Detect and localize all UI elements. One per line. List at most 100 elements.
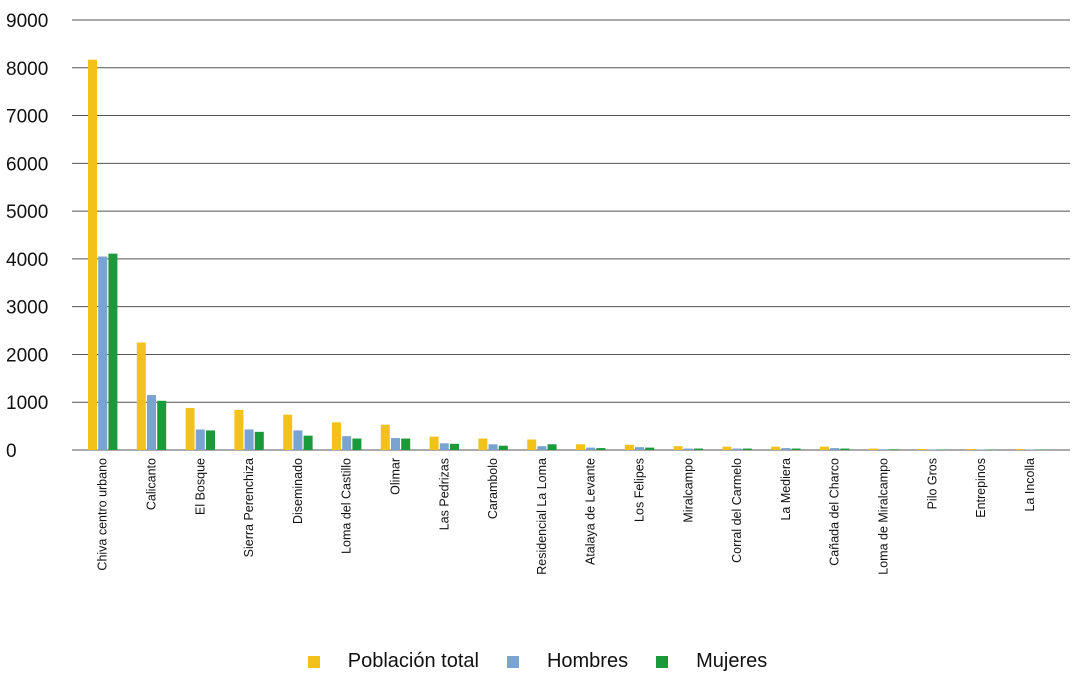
bar [136, 342, 146, 450]
x-tick-label: Cañada del Charco [828, 458, 842, 566]
bar [401, 438, 411, 450]
bar [732, 448, 742, 450]
bar [966, 449, 976, 450]
bar [283, 414, 293, 450]
bar [645, 447, 655, 450]
bar [303, 435, 313, 450]
legend: Población total Hombres Mujeres [0, 650, 1075, 673]
x-tick-label: Los Felipes [633, 458, 647, 522]
legend-label: Hombres [546, 650, 629, 672]
x-tick-label: La Mediera [779, 458, 793, 521]
bars [88, 59, 1045, 451]
bar [635, 447, 644, 450]
bar [450, 443, 459, 450]
y-tick-label: 8000 [6, 59, 48, 80]
x-tick-label: Chiva centro urbano [96, 458, 110, 571]
x-tick-label: Atalaya de Levante [584, 458, 598, 565]
bar [781, 448, 791, 450]
y-tick-label: 0 [6, 441, 17, 462]
bar [488, 444, 498, 450]
bar [244, 429, 254, 450]
bar [537, 446, 547, 450]
bar [98, 256, 108, 450]
y-tick-label: 4000 [6, 250, 48, 271]
bar [683, 448, 693, 450]
x-tick-label: Las Pedrizas [437, 458, 451, 530]
bar [791, 448, 801, 450]
bar [498, 445, 508, 450]
x-tick-label: Corral del Carmelo [730, 458, 744, 563]
bar [429, 436, 439, 450]
bar [293, 430, 303, 450]
y-tick-label: 7000 [6, 107, 48, 128]
y-tick-label: 9000 [6, 11, 48, 32]
y-tick-label: 3000 [6, 298, 48, 319]
bar [157, 400, 167, 450]
legend-label: Población total [347, 650, 479, 672]
grid-lines [72, 19, 1070, 451]
bar [917, 449, 927, 450]
bar [879, 449, 888, 450]
bar [108, 253, 118, 450]
bar [88, 59, 97, 451]
x-tick-label: Calicanto [145, 458, 159, 510]
x-tick-label: El Bosque [193, 458, 207, 515]
x-tick-label: La Incolla [1023, 458, 1037, 512]
bar [624, 444, 634, 450]
y-axis-ticks: 0 1000 2000 3000 4000 5000 6000 7000 8000 9000 [6, 11, 48, 462]
bar [254, 431, 264, 450]
bar [868, 448, 878, 450]
bar [147, 395, 156, 450]
bar [1015, 449, 1025, 450]
legend-swatch [506, 655, 519, 668]
legend-swatch [656, 655, 669, 668]
bar [391, 438, 400, 450]
x-tick-label: Residencial La Loma [535, 458, 549, 575]
bar [771, 446, 781, 450]
x-tick-label: Carambolo [486, 458, 500, 519]
bar [380, 424, 390, 450]
bar [527, 439, 537, 450]
x-axis-labels: Chiva centro urbano Calicanto El Bosque Sie… [96, 458, 1037, 575]
bar [342, 436, 352, 450]
y-tick-label: 1000 [6, 393, 48, 414]
bar [576, 444, 585, 450]
bar [830, 448, 840, 450]
bar [439, 443, 449, 450]
bar [742, 448, 752, 450]
bar [234, 409, 244, 450]
x-tick-label: Sierra Perenchiza [242, 458, 256, 557]
legend-label: Mujeres [696, 650, 768, 672]
bar [185, 407, 195, 450]
bar [722, 446, 732, 450]
bar [195, 429, 205, 450]
bar [352, 438, 362, 450]
legend-swatch [307, 655, 320, 668]
bar [547, 444, 557, 450]
y-tick-label: 6000 [6, 154, 48, 175]
y-tick-label: 5000 [6, 202, 48, 223]
legend-item: Mujeres [656, 650, 767, 673]
bar [586, 447, 596, 450]
bar [820, 446, 829, 450]
y-tick-label: 2000 [6, 345, 48, 366]
bar [889, 449, 899, 450]
x-tick-label: Entrepinos [974, 458, 988, 518]
bar [673, 446, 683, 450]
bar [478, 438, 488, 450]
x-tick-label: Miralcampo [681, 458, 695, 523]
legend-item: Población total [307, 650, 479, 673]
bar [596, 448, 606, 450]
x-tick-label: Loma de Miralcampo [877, 458, 891, 575]
x-tick-label: Olimar [389, 458, 403, 495]
bar [206, 430, 215, 450]
x-tick-label: Diseminado [291, 458, 305, 524]
x-tick-label: Pilo Gros [925, 458, 939, 509]
bar [840, 448, 850, 450]
bar [694, 448, 703, 450]
x-tick-label: Loma del Castillo [340, 458, 354, 554]
legend-item: Hombres [506, 650, 629, 673]
bar [332, 422, 341, 450]
